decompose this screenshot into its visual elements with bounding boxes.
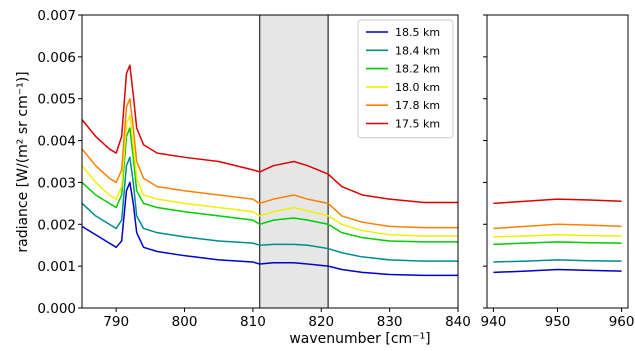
plot-area-right: [493, 198, 622, 274]
x-tick-label: 840: [445, 314, 471, 330]
y-tick-label: 0.001: [37, 259, 76, 275]
series-line-18-0-km-left: [82, 114, 458, 237]
y-tick-label: 0.006: [37, 50, 76, 66]
x-tick-label: 940: [481, 314, 507, 330]
series-line-18-4-km-left: [82, 156, 458, 262]
series-line-18-5-km-left: [82, 181, 458, 277]
x-tick-label: 790: [103, 314, 129, 330]
y-tick-label: 0.003: [37, 175, 76, 191]
y-tick-label: 0.004: [37, 134, 76, 150]
axes-frame-left: [81, 14, 459, 309]
legend-box: [357, 19, 454, 139]
x-axis-label: wavenumber [cm⁻¹]: [289, 331, 430, 347]
legend-entry-label: 17.8 km: [395, 99, 440, 112]
legend-entry-label: 18.0 km: [395, 81, 440, 94]
plot-area-left: [82, 64, 458, 277]
y-axis-label: radiance [W/(m² sr cm⁻¹)]: [15, 71, 31, 252]
y-tick-label: 0.002: [37, 217, 76, 233]
series-line-17-5-km-right: [493, 198, 622, 205]
legend: 18.5 km 18.4 km 18.2 km 18.0 km 17.8 km 17.5 …: [357, 19, 454, 139]
y-tick-label: 0.000: [37, 301, 76, 317]
series-line-17-8-km-left: [82, 97, 458, 229]
series-line-18-4-km-right: [493, 259, 622, 263]
series-line-17-8-km-right: [493, 223, 622, 230]
x-tick-label: 960: [609, 314, 635, 330]
y-tick-label: 0.005: [37, 92, 76, 108]
legend-entry-label: 18.5 km: [395, 26, 440, 39]
series-line-18-2-km-left: [82, 127, 458, 243]
x-tick-label: 830: [377, 314, 403, 330]
legend-entry-label: 18.4 km: [395, 44, 440, 57]
x-tick-label: 800: [172, 314, 198, 330]
series-line-18-5-km-right: [493, 268, 622, 274]
y-tick-label: 0.007: [37, 8, 76, 24]
series-line-17-5-km-left: [82, 64, 458, 204]
x-tick-label: 820: [308, 314, 334, 330]
series-line-18-2-km-right: [493, 241, 622, 246]
x-tick-label: 950: [545, 314, 571, 330]
series-line-18-0-km-right: [493, 234, 622, 238]
legend-entry-label: 17.5 km: [395, 118, 440, 131]
x-tick-label: 810: [240, 314, 266, 330]
axes-frame-right: [486, 14, 629, 309]
legend-entry-label: 18.2 km: [395, 63, 440, 76]
